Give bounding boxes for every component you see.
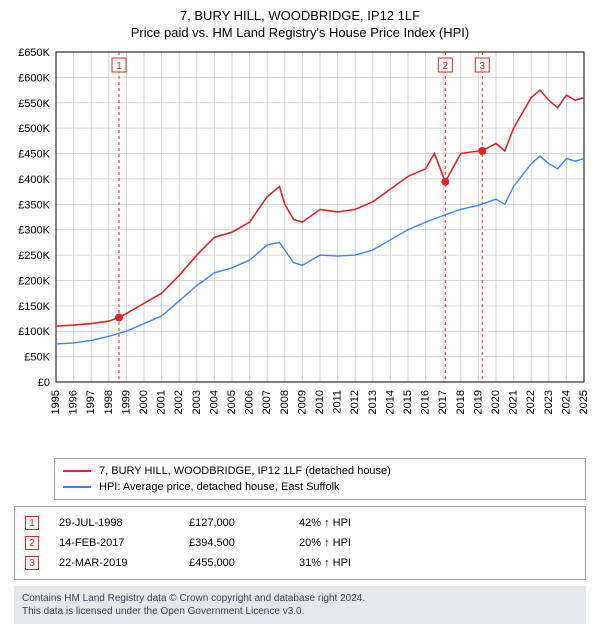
- sale-row: 1 29-JUL-1998 £127,000 42% ↑ HPI: [21, 513, 579, 533]
- svg-text:2015: 2015: [402, 390, 414, 414]
- chart-title-subtitle: Price paid vs. HM Land Registry's House …: [0, 25, 600, 40]
- sale-price: £455,000: [189, 557, 279, 569]
- svg-text:2000: 2000: [138, 390, 150, 414]
- svg-text:3: 3: [479, 61, 485, 72]
- svg-text:2022: 2022: [525, 390, 537, 414]
- svg-text:2024: 2024: [560, 390, 572, 414]
- legend-row: HPI: Average price, detached house, East…: [63, 479, 577, 495]
- sale-date: 29-JUL-1998: [59, 517, 169, 529]
- svg-text:2003: 2003: [191, 390, 203, 414]
- svg-text:£350K: £350K: [18, 199, 50, 211]
- sales-table: 1 29-JUL-1998 £127,000 42% ↑ HPI 2 14-FEB-201…: [14, 506, 586, 580]
- legend-box: 7, BURY HILL, WOODBRIDGE, IP12 1LF (deta…: [54, 458, 586, 500]
- svg-text:2020: 2020: [490, 390, 502, 414]
- sale-pct-vs-hpi: 31% ↑ HPI: [299, 557, 389, 569]
- footer-line1: Contains HM Land Registry data © Crown c…: [22, 592, 578, 605]
- svg-text:2006: 2006: [244, 390, 256, 414]
- chart-plot-area: £0 £50K £100K £150K £200K £250K £300K £350K £400…: [0, 44, 600, 454]
- footer-line2: This data is licensed under the Open Gov…: [22, 605, 578, 618]
- svg-text:2001: 2001: [156, 390, 168, 414]
- svg-text:£200K: £200K: [18, 275, 50, 287]
- chart-title-address: 7, BURY HILL, WOODBRIDGE, IP12 1LF: [0, 8, 600, 23]
- sale-pct-vs-hpi: 42% ↑ HPI: [299, 517, 389, 529]
- svg-text:1997: 1997: [85, 390, 97, 414]
- chart-container: 7, BURY HILL, WOODBRIDGE, IP12 1LF Price…: [0, 0, 600, 624]
- legend-label: HPI: Average price, detached house, East…: [99, 481, 340, 493]
- svg-text:1998: 1998: [103, 390, 115, 414]
- svg-text:2010: 2010: [314, 390, 326, 414]
- svg-text:£300K: £300K: [18, 225, 50, 237]
- svg-text:£400K: £400K: [18, 174, 50, 186]
- svg-text:1996: 1996: [68, 390, 80, 414]
- legend-swatch: [63, 486, 91, 488]
- svg-text:2011: 2011: [332, 390, 344, 414]
- svg-text:£500K: £500K: [18, 123, 50, 135]
- legend-label: 7, BURY HILL, WOODBRIDGE, IP12 1LF (deta…: [99, 465, 391, 477]
- svg-text:£0: £0: [38, 377, 50, 389]
- svg-text:2018: 2018: [455, 390, 467, 414]
- svg-text:2014: 2014: [384, 390, 396, 414]
- svg-text:2019: 2019: [472, 390, 484, 414]
- svg-text:£50K: £50K: [24, 352, 50, 364]
- svg-text:2023: 2023: [543, 390, 555, 414]
- sale-price: £394,500: [189, 537, 279, 549]
- svg-text:£100K: £100K: [18, 326, 50, 338]
- chart-svg: £0 £50K £100K £150K £200K £250K £300K £350K £400…: [0, 44, 600, 454]
- svg-text:2016: 2016: [420, 390, 432, 414]
- svg-text:2017: 2017: [437, 390, 449, 414]
- title-block: 7, BURY HILL, WOODBRIDGE, IP12 1LF Price…: [0, 0, 600, 44]
- svg-text:£650K: £650K: [18, 47, 50, 59]
- svg-text:£150K: £150K: [18, 301, 50, 313]
- svg-text:1: 1: [116, 61, 122, 72]
- svg-text:2025: 2025: [578, 390, 590, 414]
- svg-text:2009: 2009: [296, 390, 308, 414]
- sale-pct-vs-hpi: 20% ↑ HPI: [299, 537, 389, 549]
- svg-text:2013: 2013: [367, 390, 379, 414]
- sale-marker-badge: 3: [25, 556, 39, 570]
- svg-text:£450K: £450K: [18, 149, 50, 161]
- svg-text:2005: 2005: [226, 390, 238, 414]
- sale-date: 22-MAR-2019: [59, 557, 169, 569]
- svg-text:2002: 2002: [173, 390, 185, 414]
- sale-date: 14-FEB-2017: [59, 537, 169, 549]
- svg-text:2012: 2012: [349, 390, 361, 414]
- svg-text:£250K: £250K: [18, 250, 50, 262]
- sale-row: 3 22-MAR-2019 £455,000 31% ↑ HPI: [21, 553, 579, 573]
- legend-row: 7, BURY HILL, WOODBRIDGE, IP12 1LF (deta…: [63, 463, 577, 479]
- legend-swatch: [63, 470, 91, 472]
- sale-row: 2 14-FEB-2017 £394,500 20% ↑ HPI: [21, 533, 579, 553]
- svg-text:2007: 2007: [261, 390, 273, 414]
- svg-text:£550K: £550K: [18, 98, 50, 110]
- svg-text:1995: 1995: [50, 390, 62, 414]
- attribution-footer: Contains HM Land Registry data © Crown c…: [14, 586, 586, 624]
- svg-text:2: 2: [443, 61, 449, 72]
- svg-text:2004: 2004: [208, 390, 220, 414]
- sale-marker-badge: 1: [25, 516, 39, 530]
- svg-text:1999: 1999: [120, 390, 132, 414]
- sale-marker-badge: 2: [25, 536, 39, 550]
- sale-price: £127,000: [189, 517, 279, 529]
- svg-text:2008: 2008: [279, 390, 291, 414]
- svg-text:2021: 2021: [508, 390, 520, 414]
- svg-text:£600K: £600K: [18, 72, 50, 84]
